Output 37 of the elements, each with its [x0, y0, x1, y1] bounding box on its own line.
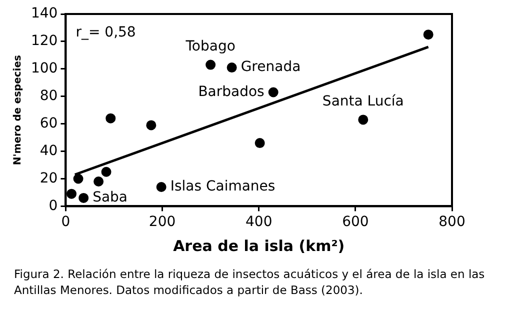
- y-tick-label: 100: [30, 60, 58, 77]
- point: [254, 138, 265, 148]
- x-tick-label: 600: [342, 214, 369, 230]
- point: [78, 192, 89, 203]
- annotation: Barbados: [198, 84, 264, 100]
- point: [206, 60, 216, 70]
- point: [101, 166, 112, 177]
- point: [156, 182, 166, 192]
- x-tick-label: 0: [61, 214, 70, 230]
- point: [226, 62, 237, 73]
- x-tick-label: 200: [148, 214, 176, 230]
- y-tick-label: 0: [48, 198, 58, 214]
- annotation: Saba: [92, 190, 128, 206]
- point: [94, 176, 104, 186]
- y-tick-label: 140: [30, 6, 58, 22]
- y-tick-label: 20: [40, 170, 58, 186]
- x-tick-label: 800: [438, 214, 466, 230]
- y-tick-label: 80: [40, 88, 58, 104]
- text: Figura 2. Relación entre la riqueza de insectos acuáticos y el área de la isla en las Antillas Menores. Datos modificados a partir de Bass (2003).: [14, 266, 486, 298]
- y-tick-label: 40: [40, 142, 58, 159]
- x-axis-title: Area de la isla (km²): [173, 236, 345, 255]
- point: [423, 30, 434, 40]
- y-tick-label: 120: [30, 33, 58, 50]
- y-axis-title: N'mero de especies: [12, 55, 24, 166]
- annotation: Grenada: [240, 59, 301, 76]
- point: [106, 113, 116, 124]
- y-tick-label: 60: [40, 115, 58, 132]
- point: [66, 188, 77, 199]
- annotation: Santa Lucía: [322, 93, 404, 110]
- point: [73, 174, 84, 184]
- annotation: Tobago: [184, 38, 236, 54]
- point: [358, 114, 368, 125]
- x-tick-label: 400: [245, 214, 272, 230]
- point: [146, 120, 156, 130]
- annotation: Islas Caimanes: [170, 178, 276, 195]
- point: [268, 87, 278, 98]
- annotation: r_= 0,58: [76, 24, 136, 41]
